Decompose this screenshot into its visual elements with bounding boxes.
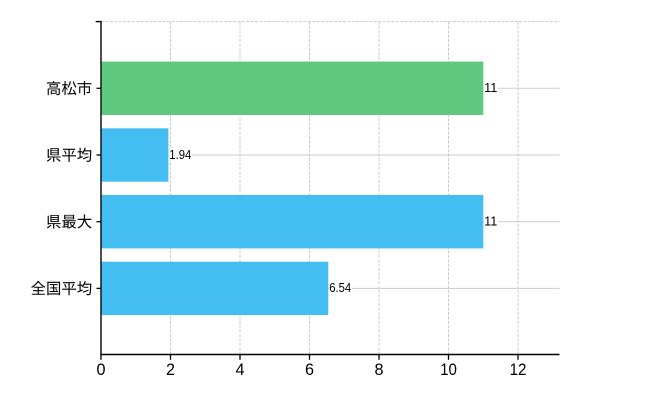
svg-text:0: 0 bbox=[96, 361, 105, 379]
svg-text:10: 10 bbox=[440, 361, 457, 379]
svg-text:6: 6 bbox=[305, 361, 314, 379]
svg-text:2: 2 bbox=[166, 361, 175, 379]
svg-text:6.54: 6.54 bbox=[329, 281, 351, 295]
svg-text:8: 8 bbox=[374, 361, 383, 379]
svg-text:11: 11 bbox=[484, 215, 497, 229]
svg-text:1.94: 1.94 bbox=[169, 148, 191, 162]
svg-text:11: 11 bbox=[484, 81, 497, 95]
svg-text:4: 4 bbox=[235, 361, 244, 379]
svg-text:12: 12 bbox=[510, 361, 527, 379]
